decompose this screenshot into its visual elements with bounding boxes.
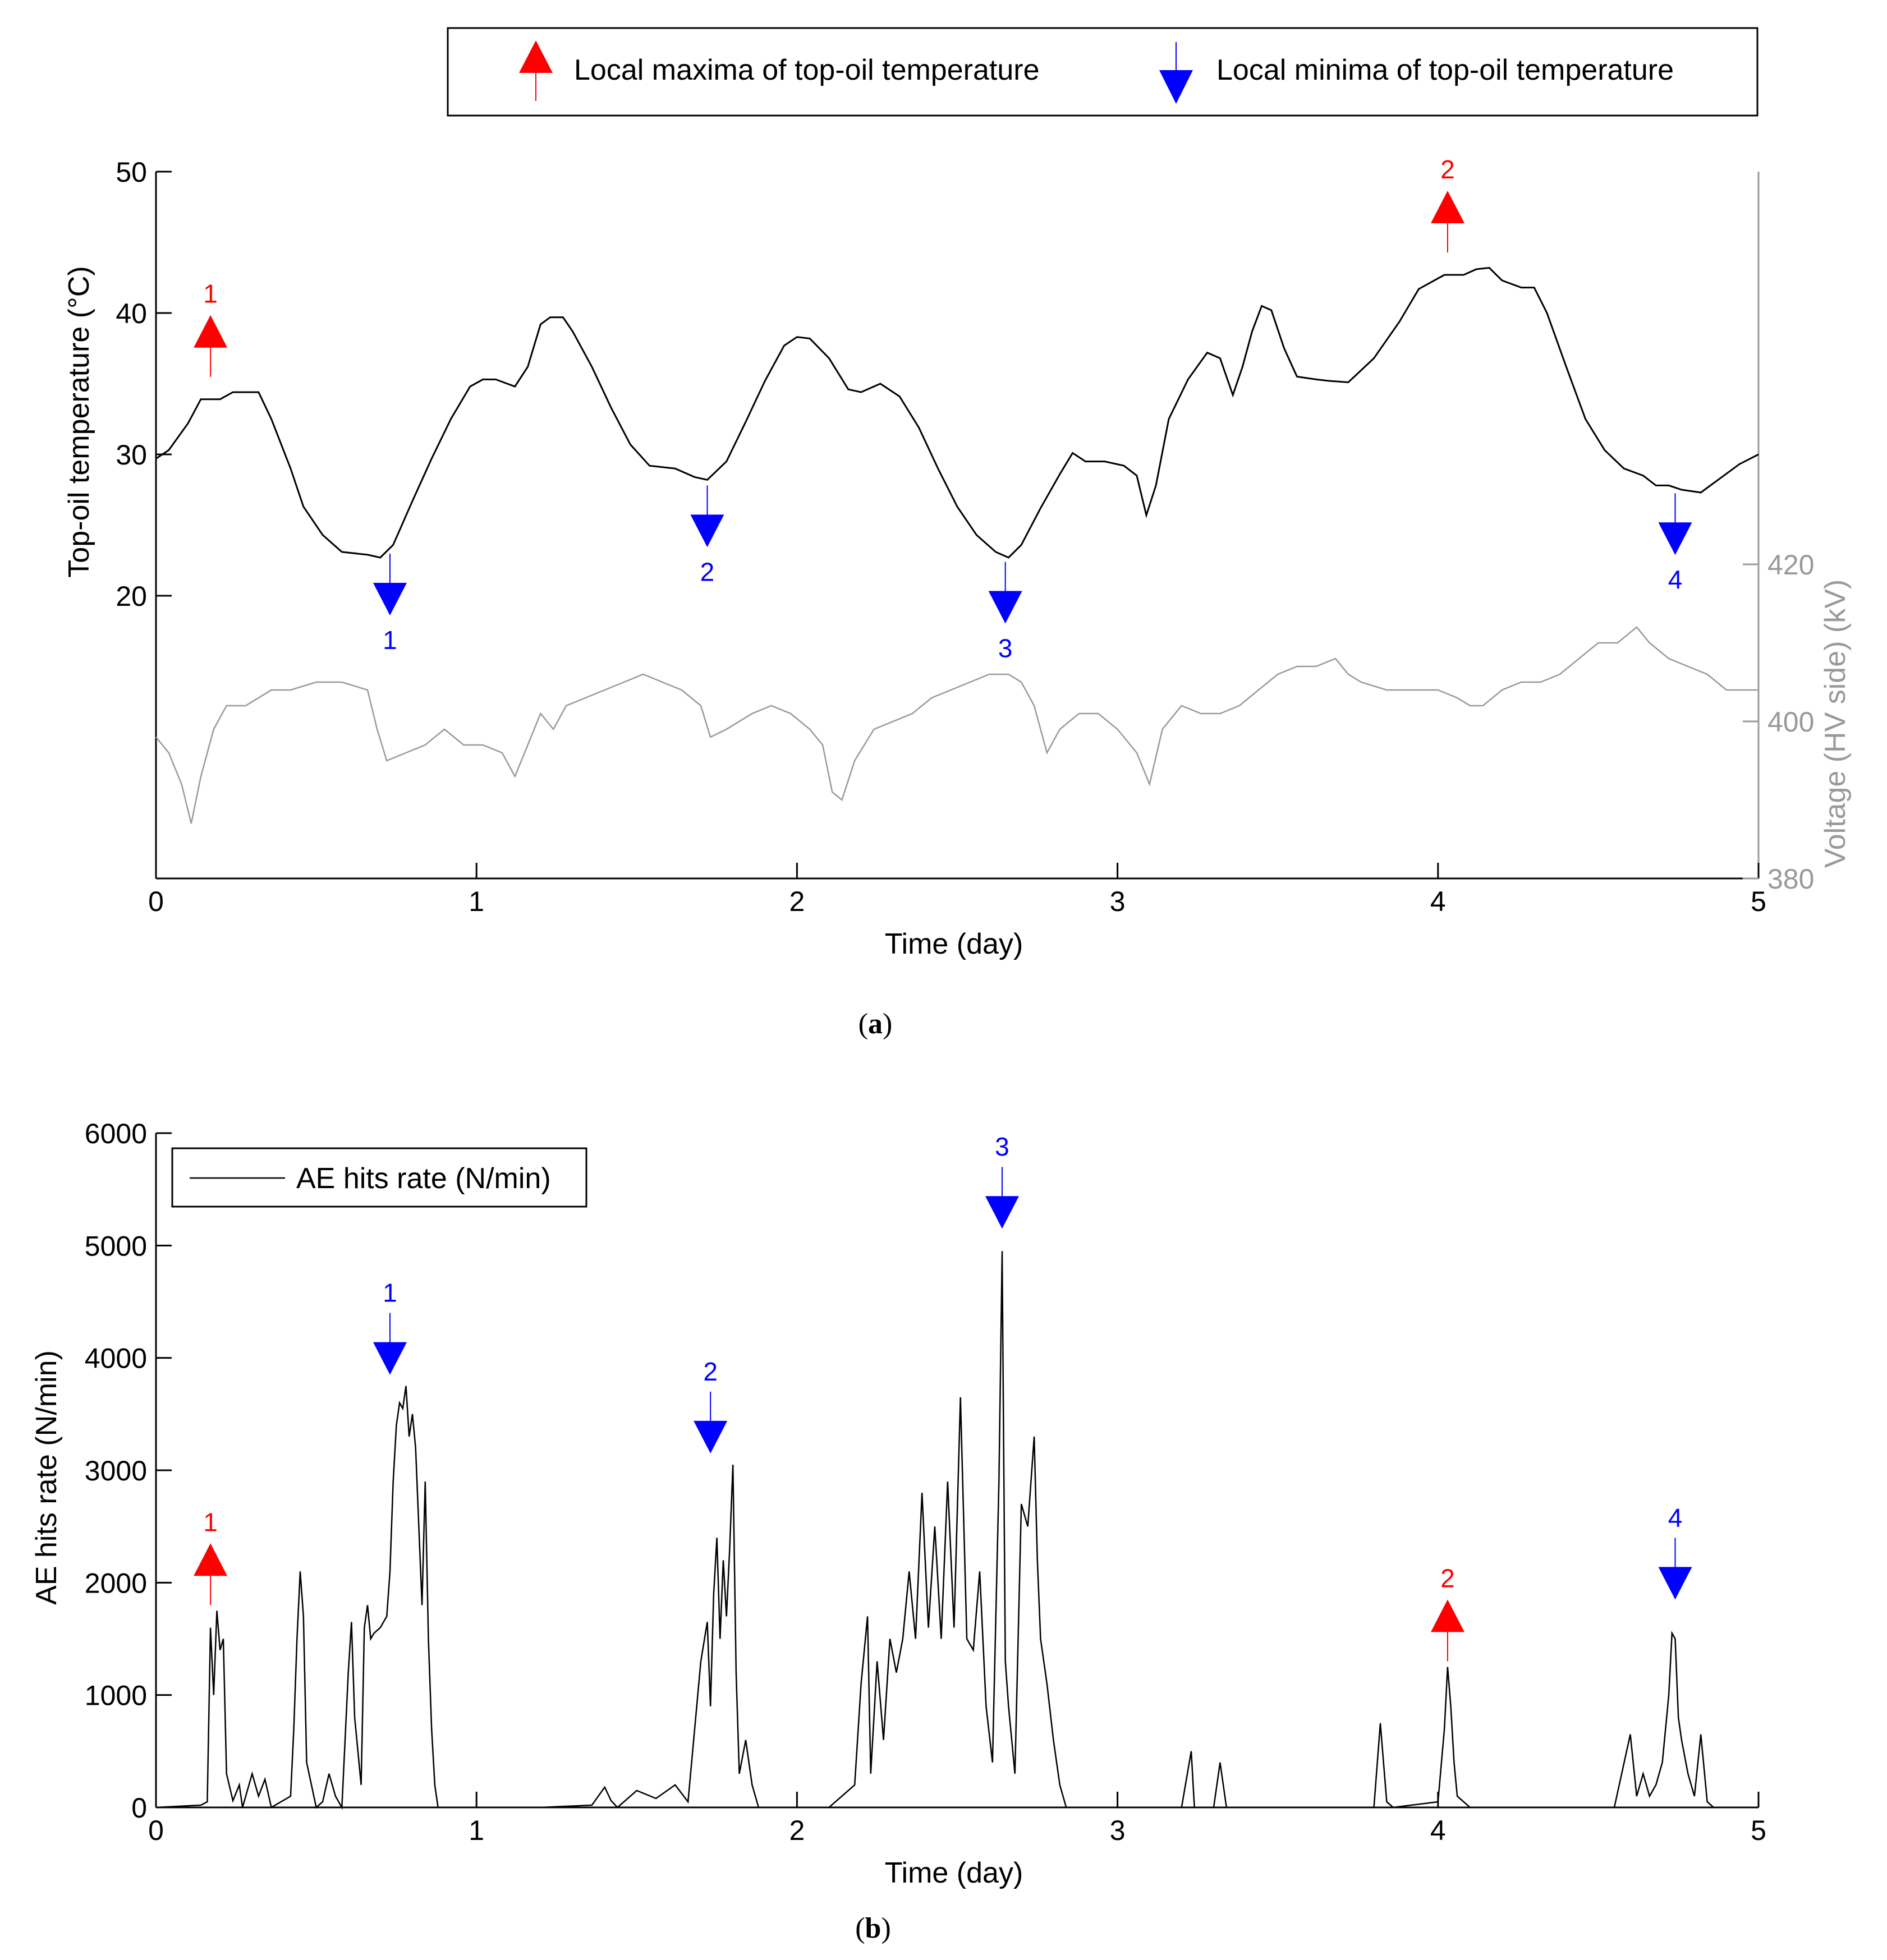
chart-a-x-tick-label: 2: [789, 886, 805, 917]
chart-a-minima-label: 1: [383, 625, 397, 655]
legend-top-box: [447, 27, 1759, 117]
legend-minima-label: Local minima of top-oil temperature: [1216, 54, 1674, 86]
chart-b-x-tick-label: 2: [789, 1815, 805, 1846]
chart-a-x-tick-label: 3: [1110, 886, 1126, 917]
chart-a-x-tick-label: 1: [469, 886, 484, 917]
chart-a-minima-marker-1: 1: [373, 553, 407, 655]
chart-b-xlabel: Time (day): [885, 1857, 1023, 1889]
chart-b-axes: [155, 1133, 1759, 1809]
chart-b-minima-marker-4: 4: [1658, 1503, 1692, 1600]
chart-a-xlabel: Time (day): [885, 928, 1023, 960]
chart-b-ylabel: AE hits rate (N/min): [30, 1350, 63, 1605]
chart-b-x-tick-label: 1: [469, 1815, 484, 1846]
chart-a-y2-tick-label: 380: [1767, 863, 1814, 895]
chart-a-y-tick-label: 30: [116, 439, 147, 471]
chart-b-maxima-marker-2: 2: [1430, 1563, 1464, 1662]
chart-b-x-tick-label: 4: [1430, 1815, 1446, 1846]
legend-minima-icon: [1159, 42, 1193, 104]
chart-a: 0 1 2 3 4 5 20 30 40 50 380 400 420 1 2 1 2 3 4 Time (d…: [63, 155, 1852, 1040]
chart-a-temperature-line: [155, 266, 1759, 559]
chart-b-y-ticks: 0 1000 2000 3000 4000 5000 6000: [85, 1118, 172, 1824]
legend-maxima-icon: [519, 40, 553, 101]
chart-b-minima-label: 2: [703, 1357, 718, 1386]
chart-b-y-tick-label: 6000: [85, 1118, 147, 1149]
chart-b-y-tick-label: 4000: [85, 1343, 147, 1374]
chart-a-minima-marker-3: 3: [988, 562, 1022, 662]
chart-a-maxima-label: 1: [203, 279, 218, 309]
chart-a-markers: 1 2 1 2 3 4: [194, 155, 1692, 662]
chart-b-x-tick-label: 5: [1751, 1815, 1766, 1846]
chart-b-y-tick-label: 5000: [85, 1230, 147, 1262]
chart-a-x-tick-label: 5: [1751, 886, 1766, 917]
chart-b-y-tick-label: 3000: [85, 1455, 147, 1487]
chart-a-maxima-marker-2: 2: [1430, 155, 1464, 252]
chart-b-maxima-label: 1: [203, 1507, 218, 1536]
chart-b-panel-label: (b): [855, 1912, 891, 1944]
chart-b-minima-label: 3: [995, 1132, 1009, 1161]
chart-a-y-tick-label: 50: [116, 157, 147, 188]
chart-a-minima-marker-2: 2: [690, 485, 724, 586]
chart-b-ae-line: [155, 1251, 1759, 1810]
chart-a-minima-label: 4: [1668, 565, 1683, 594]
chart-a-maxima-marker-1: 1: [194, 279, 228, 377]
chart-b-x-tick-label: 0: [148, 1815, 164, 1846]
chart-b-x-ticks: 0 1 2 3 4 5: [148, 1792, 1766, 1846]
chart-a-minima-label: 3: [998, 633, 1013, 662]
chart-b-maxima-label: 2: [1440, 1563, 1455, 1593]
chart-b-y-tick-label: 1000: [85, 1680, 147, 1711]
chart-b-legend: AE hits rate (N/min): [171, 1147, 587, 1208]
chart-b-y-tick-label: 2000: [85, 1567, 147, 1599]
chart-a-panel-label: (a): [858, 1008, 893, 1040]
chart-a-y2label: Voltage (HV side) (kV): [1819, 579, 1852, 868]
chart-a-y2-tick-label: 400: [1767, 706, 1814, 738]
chart-a-y-tick-label: 20: [116, 581, 147, 612]
chart-a-y2-tick-label: 420: [1767, 549, 1814, 581]
chart-b-markers: 1 2 1 2 3 4: [194, 1132, 1692, 1662]
chart-a-x-tick-label: 4: [1430, 886, 1446, 917]
chart-b-minima-label: 1: [383, 1278, 397, 1308]
chart-a-y2-ticks: 380 400 420: [1743, 549, 1814, 895]
chart-a-minima-label: 2: [700, 557, 715, 586]
chart-b-x-tick-label: 3: [1110, 1815, 1126, 1846]
legend-top: Local maxima of top-oil temperature Loca…: [447, 27, 1759, 117]
chart-a-minima-marker-4: 4: [1658, 493, 1692, 594]
chart-a-ylabel: Top-oil temperature (°C): [63, 266, 95, 577]
chart-b-minima-marker-2: 2: [694, 1357, 728, 1453]
legend-maxima-label: Local maxima of top-oil temperature: [574, 54, 1040, 86]
chart-b-minima-label: 4: [1668, 1503, 1683, 1532]
chart-b-minima-marker-3: 3: [985, 1132, 1019, 1229]
chart-a-y-tick-label: 40: [116, 298, 147, 329]
chart-a-axes: [155, 172, 1760, 880]
chart-a-x-ticks: 0 1 2 3 4 5: [148, 863, 1766, 917]
chart-a-x-tick-label: 0: [148, 886, 164, 917]
chart-b-y-tick-label: 0: [131, 1792, 147, 1824]
chart-a-y-ticks: 20 30 40 50: [116, 157, 172, 612]
chart-a-voltage-line: [155, 626, 1759, 824]
chart-a-maxima-label: 2: [1440, 155, 1455, 184]
chart-b-legend-label: AE hits rate (N/min): [296, 1162, 551, 1195]
chart-b-maxima-marker-1: 1: [194, 1507, 228, 1605]
chart-b-minima-marker-1: 1: [373, 1278, 407, 1375]
